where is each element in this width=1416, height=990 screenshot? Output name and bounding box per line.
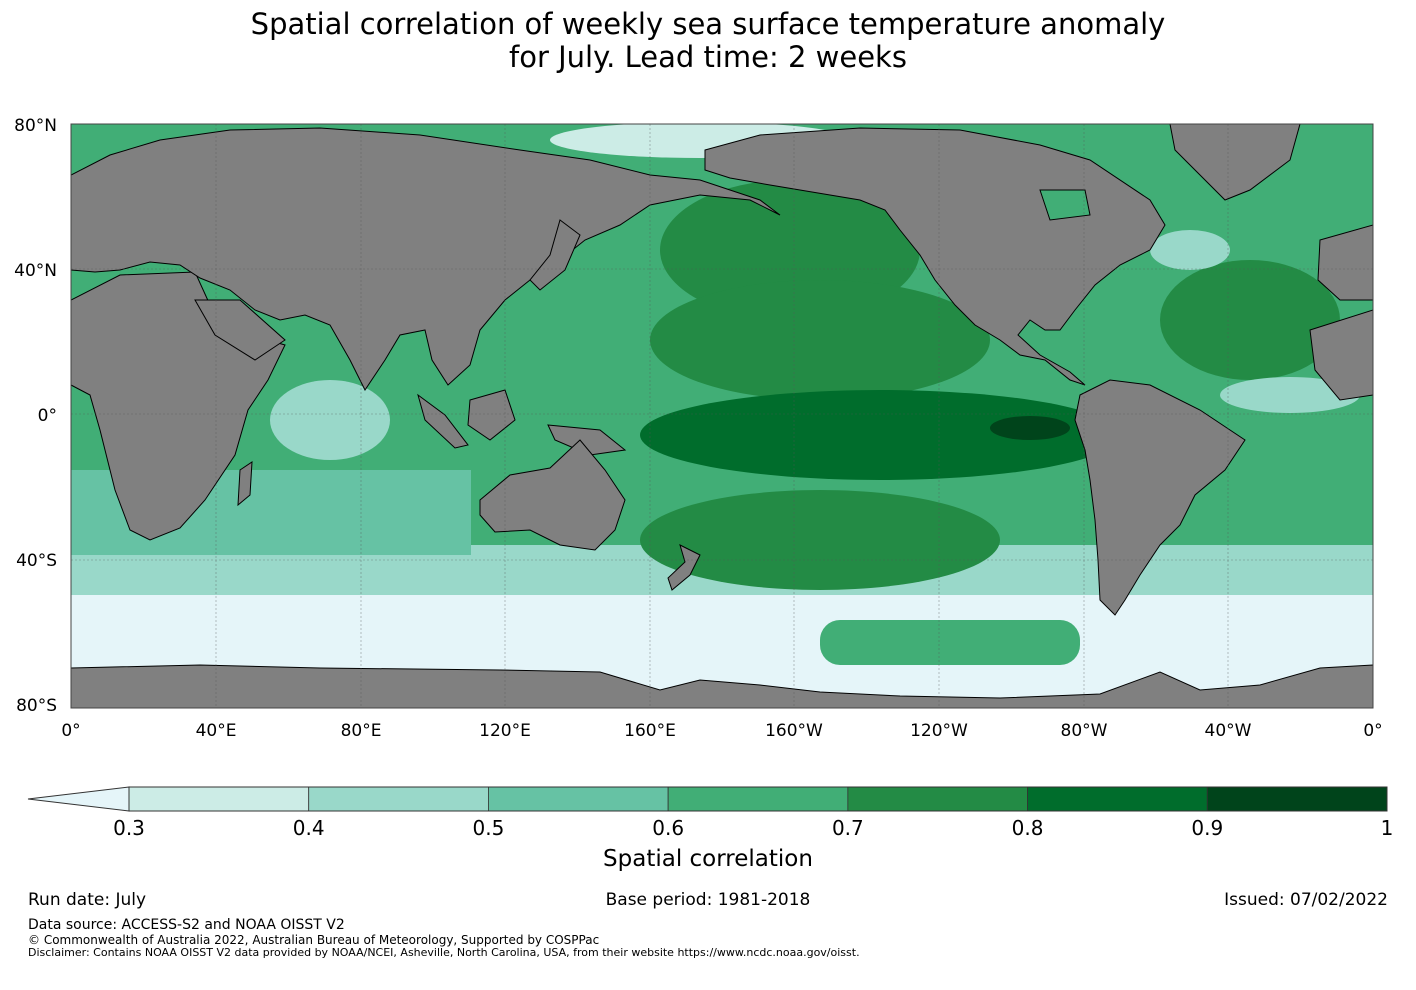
colorbar-extend-arrow: [27, 786, 130, 812]
lon-label: 160°E: [624, 721, 676, 741]
land-antarctica: [71, 664, 1373, 708]
zone-pacific-central: [650, 280, 990, 400]
zone-atlantic-pale: [1220, 377, 1360, 413]
zone-pacific-equatorial: [640, 390, 1120, 480]
zone-atlantic-north: [1160, 260, 1340, 380]
colorbar-box: [1027, 786, 1208, 812]
latitude-labels: 80°N 40°N 0° 40°S 80°S: [14, 116, 57, 716]
lon-label: 40°W: [1205, 721, 1252, 741]
land-arabia: [194, 299, 286, 361]
zone-labrador-pale: [1150, 230, 1230, 270]
land-new-guinea: [547, 424, 627, 456]
zone-nino: [990, 416, 1070, 440]
land-new-zealand: [667, 544, 701, 591]
colorbar: 0.3 0.4 0.5 0.6 0.7 0.8 0.9 1: [27, 786, 1393, 840]
colorbar-tick-labels: 0.3 0.4 0.5 0.6 0.7 0.8 0.9 1: [113, 816, 1393, 840]
land-south-america: [1074, 379, 1246, 616]
colorbar-box: [667, 786, 849, 812]
colorbar-box: [488, 786, 669, 812]
colorbar-tick: 0.7: [832, 816, 864, 840]
graticule: [71, 124, 1373, 708]
land-hudson-cut: [1039, 189, 1091, 221]
lat-label: 40°S: [16, 551, 57, 571]
land-japan: [529, 219, 581, 291]
land-australia: [479, 439, 626, 551]
colorbar-tick: 1: [1381, 816, 1394, 840]
colorbar-boxes: [128, 786, 1388, 812]
zone-antarctic-patch: [820, 620, 1080, 665]
colorbar-tick: 0.9: [1191, 816, 1223, 840]
lon-label: 80°E: [341, 721, 382, 741]
base-period: Base period: 1981-2018: [605, 890, 811, 910]
data-source: Data source: ACCESS-S2 and NOAA OISST V2: [28, 917, 345, 933]
colorbar-tick: 0.3: [113, 816, 145, 840]
land-greenland: [1169, 124, 1301, 201]
colorbar-box: [308, 786, 489, 812]
map-frame: [70, 123, 1374, 709]
zone-pacific-south: [640, 490, 1000, 590]
issued-date: Issued: 07/02/2022: [1224, 890, 1388, 910]
lon-label: 0°: [61, 721, 80, 741]
colorbar-box: [1206, 786, 1388, 812]
lon-label: 80°W: [1061, 721, 1108, 741]
colorbar-label: Spatial correlation: [603, 846, 813, 872]
colorbar-box: [128, 786, 310, 812]
land-borneo: [467, 389, 516, 441]
lon-label: 40°E: [196, 721, 237, 741]
lat-label: 80°S: [16, 696, 57, 716]
lon-label: 0°: [1363, 721, 1382, 741]
longitude-labels: 0° 40°E 80°E 120°E 160°E 160°W 120°W 80°…: [61, 721, 1382, 741]
lon-label: 120°E: [479, 721, 531, 741]
land-africa-west: [1309, 309, 1373, 401]
land-sumatra: [417, 393, 469, 449]
lat-label: 40°N: [14, 261, 57, 281]
land-madagascar: [237, 461, 253, 507]
lat-label: 80°N: [14, 116, 57, 136]
land-europe-asia: [71, 127, 781, 391]
lon-label: 160°W: [765, 721, 823, 741]
colorbar-tick: 0.4: [293, 816, 325, 840]
correlation-map: 80°N 40°N 0° 40°S 80°S 0° 40°E 80°E 120°…: [14, 116, 1383, 741]
lat-label: 0°: [38, 406, 57, 426]
colorbar-frame: [128, 786, 1388, 812]
copyright: © Commonwealth of Australia 2022, Austra…: [28, 933, 600, 947]
zone-indian-pale: [270, 380, 390, 460]
land-masses: [71, 124, 1373, 708]
land-europe-west: [1317, 224, 1373, 301]
disclaimer: Disclaimer: Contains NOAA OISST V2 data …: [28, 946, 860, 959]
title-line-1: Spatial correlation of weekly sea surfac…: [250, 7, 1166, 41]
colorbar-tick: 0.5: [473, 816, 505, 840]
run-date: Run date: July: [28, 890, 147, 910]
title-line-2: for July. Lead time: 2 weeks: [509, 40, 907, 74]
colorbar-tick: 0.8: [1012, 816, 1044, 840]
lon-label: 120°W: [910, 721, 968, 741]
colorbar-box: [847, 786, 1028, 812]
chart-title: Spatial correlation of weekly sea surfac…: [0, 8, 1416, 74]
colorbar-tick: 0.6: [652, 816, 684, 840]
